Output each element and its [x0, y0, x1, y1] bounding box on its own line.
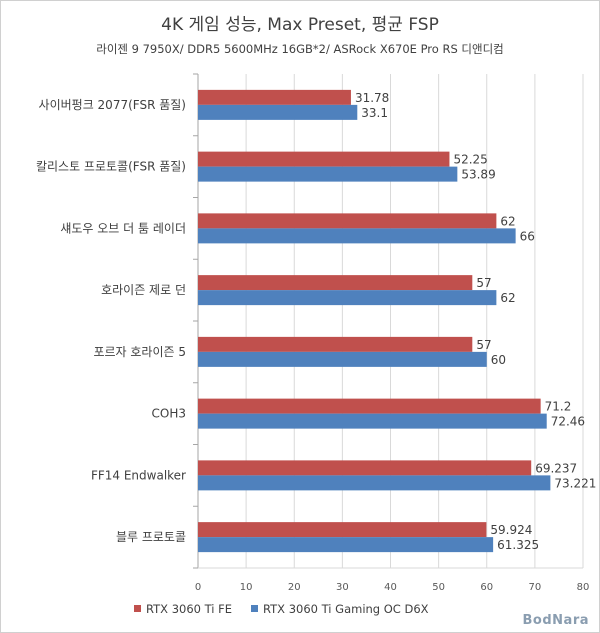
bar: [198, 213, 497, 229]
category-label: 사이버펑크 2077(FSR 품질): [39, 98, 186, 112]
legend-label: RTX 3060 Ti Gaming OC D6X: [263, 602, 429, 616]
bar: [198, 537, 494, 553]
x-tick-label: 30: [336, 582, 349, 593]
bar: [198, 398, 541, 414]
chart-subtitle: 라이젠 9 7950X/ DDR5 5600MHz 16GB*2/ ASRock…: [96, 42, 504, 56]
bar: [198, 475, 551, 491]
data-label: 52.25: [453, 153, 487, 167]
bar: [198, 522, 487, 538]
x-tick-label: 10: [240, 582, 253, 593]
data-label: 71.2: [545, 400, 572, 414]
watermark-logo: BodNara: [522, 613, 589, 628]
category-label: 섀도우 오브 더 툼 레이더: [60, 221, 186, 235]
chart-title: 4K 게임 성능, Max Preset, 평균 FSP: [161, 15, 439, 35]
x-tick-label: 80: [577, 582, 590, 593]
data-label: 61.325: [497, 538, 539, 552]
x-tick-label: 60: [480, 582, 493, 593]
bar: [198, 351, 487, 367]
category-label: FF14 Endwalker: [91, 468, 186, 482]
legend-swatch: [251, 605, 258, 612]
category-label: 호라이즌 제로 던: [101, 283, 186, 297]
bar: [198, 275, 473, 291]
data-label: 31.78: [355, 91, 389, 105]
data-label: 53.89: [461, 168, 495, 182]
x-tick-label: 50: [432, 582, 445, 593]
data-label: 57: [476, 276, 491, 290]
category-label: 포르자 호라이즌 5: [93, 345, 186, 359]
bar: [198, 290, 497, 306]
x-tick-label: 20: [288, 582, 301, 593]
bar: [198, 89, 351, 105]
legend-label: RTX 3060 Ti FE: [146, 602, 232, 616]
bar: [198, 104, 358, 120]
category-label: COH3: [152, 407, 186, 421]
data-label: 62: [500, 291, 515, 305]
bar: [198, 166, 458, 182]
data-label: 66: [520, 229, 535, 243]
x-tick-label: 70: [529, 582, 542, 593]
data-label: 73.221: [554, 476, 596, 490]
x-tick-label: 0: [195, 582, 201, 593]
data-label: 62: [500, 214, 515, 228]
legend-swatch: [134, 605, 141, 612]
bar: [198, 228, 516, 244]
category-label: 칼리스토 프로토콜(FSR 품질): [36, 160, 186, 174]
data-label: 69.237: [535, 461, 577, 475]
bar: [198, 336, 473, 352]
data-label: 33.1: [361, 106, 388, 120]
data-label: 57: [476, 338, 491, 352]
bar: [198, 151, 450, 167]
bar: [198, 460, 532, 476]
data-label: 59.924: [490, 523, 532, 537]
bar: [198, 413, 547, 429]
data-label: 72.46: [551, 415, 585, 429]
data-label: 60: [491, 353, 506, 367]
x-tick-label: 40: [384, 582, 397, 593]
category-label: 블루 프로토콜: [116, 530, 186, 544]
